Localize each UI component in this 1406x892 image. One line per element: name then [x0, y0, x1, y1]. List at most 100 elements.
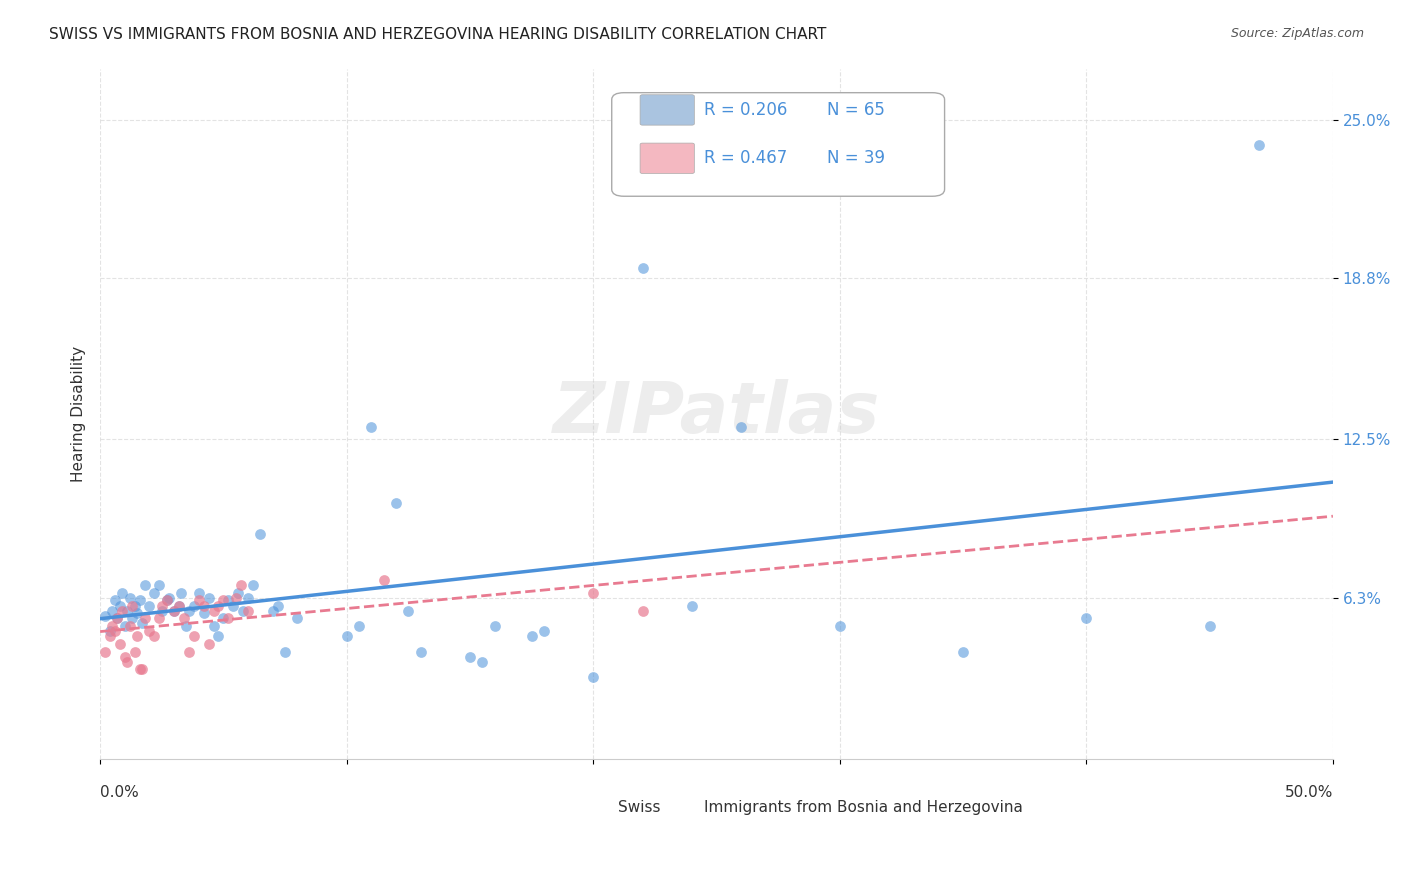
- Point: [183, 629, 205, 643]
- Point: [217, 611, 239, 625]
- Point: [163, 604, 186, 618]
- Bar: [568, 797, 606, 818]
- Point: [150, 599, 173, 613]
- Bar: [686, 797, 723, 818]
- Point: [148, 611, 170, 625]
- Point: [207, 629, 229, 643]
- Point: [94, 608, 117, 623]
- Point: [98, 629, 121, 643]
- Point: [730, 419, 752, 434]
- Text: ZIPatlas: ZIPatlas: [553, 379, 880, 449]
- Point: [582, 670, 605, 684]
- Point: [360, 419, 382, 434]
- FancyBboxPatch shape: [640, 143, 695, 173]
- Point: [197, 637, 219, 651]
- Point: [150, 604, 173, 618]
- Point: [134, 578, 156, 592]
- Point: [127, 606, 149, 620]
- Point: [148, 578, 170, 592]
- Point: [274, 644, 297, 658]
- Point: [631, 260, 654, 275]
- Point: [582, 586, 605, 600]
- Text: R = 0.206: R = 0.206: [704, 101, 787, 119]
- Point: [101, 619, 124, 633]
- Point: [249, 527, 271, 541]
- Point: [266, 599, 288, 613]
- Point: [118, 619, 141, 633]
- Point: [396, 604, 419, 618]
- Point: [167, 599, 190, 613]
- Point: [111, 586, 134, 600]
- Point: [232, 604, 254, 618]
- Point: [1247, 138, 1270, 153]
- Text: 50.0%: 50.0%: [1285, 785, 1333, 800]
- Point: [187, 586, 209, 600]
- Text: N = 65: N = 65: [828, 101, 886, 119]
- Point: [1198, 619, 1220, 633]
- Point: [471, 655, 494, 669]
- Point: [520, 629, 543, 643]
- Point: [226, 586, 249, 600]
- Point: [347, 619, 370, 633]
- Point: [177, 644, 200, 658]
- Point: [217, 593, 239, 607]
- Point: [98, 624, 121, 639]
- Point: [108, 599, 131, 613]
- Point: [108, 637, 131, 651]
- Point: [176, 619, 198, 633]
- Text: 0.0%: 0.0%: [100, 785, 139, 800]
- Point: [117, 604, 139, 618]
- Point: [202, 604, 225, 618]
- Point: [105, 611, 128, 625]
- Point: [225, 591, 247, 605]
- Point: [167, 599, 190, 613]
- Point: [163, 604, 186, 618]
- Point: [138, 599, 160, 613]
- Text: N = 39: N = 39: [828, 149, 886, 168]
- Point: [197, 591, 219, 605]
- Point: [104, 593, 127, 607]
- Point: [193, 606, 215, 620]
- Point: [336, 629, 359, 643]
- Point: [156, 593, 179, 607]
- Point: [236, 591, 259, 605]
- Point: [533, 624, 555, 639]
- Point: [262, 604, 284, 618]
- Text: Immigrants from Bosnia and Herzegovina: Immigrants from Bosnia and Herzegovina: [704, 800, 1024, 814]
- Point: [128, 593, 150, 607]
- Point: [131, 663, 153, 677]
- Point: [128, 663, 150, 677]
- Point: [124, 644, 146, 658]
- Point: [143, 586, 166, 600]
- Point: [114, 619, 136, 633]
- Point: [458, 649, 481, 664]
- Point: [121, 611, 143, 625]
- Point: [222, 599, 245, 613]
- Point: [117, 655, 139, 669]
- Text: R = 0.467: R = 0.467: [704, 149, 787, 168]
- Point: [143, 629, 166, 643]
- Point: [114, 649, 136, 664]
- Point: [385, 496, 408, 510]
- Point: [207, 599, 229, 613]
- FancyBboxPatch shape: [612, 93, 945, 196]
- Point: [236, 604, 259, 618]
- Point: [952, 644, 974, 658]
- Point: [157, 591, 180, 605]
- Text: Swiss: Swiss: [617, 800, 661, 814]
- FancyBboxPatch shape: [640, 95, 695, 125]
- Text: Source: ZipAtlas.com: Source: ZipAtlas.com: [1230, 27, 1364, 40]
- Point: [131, 616, 153, 631]
- Point: [101, 604, 124, 618]
- Point: [229, 578, 252, 592]
- Text: SWISS VS IMMIGRANTS FROM BOSNIA AND HERZEGOVINA HEARING DISABILITY CORRELATION C: SWISS VS IMMIGRANTS FROM BOSNIA AND HERZ…: [49, 27, 827, 42]
- Point: [111, 604, 134, 618]
- Point: [373, 573, 395, 587]
- Point: [124, 599, 146, 613]
- Point: [187, 593, 209, 607]
- Point: [94, 644, 117, 658]
- Point: [177, 604, 200, 618]
- Point: [484, 619, 506, 633]
- Point: [127, 629, 149, 643]
- Point: [183, 599, 205, 613]
